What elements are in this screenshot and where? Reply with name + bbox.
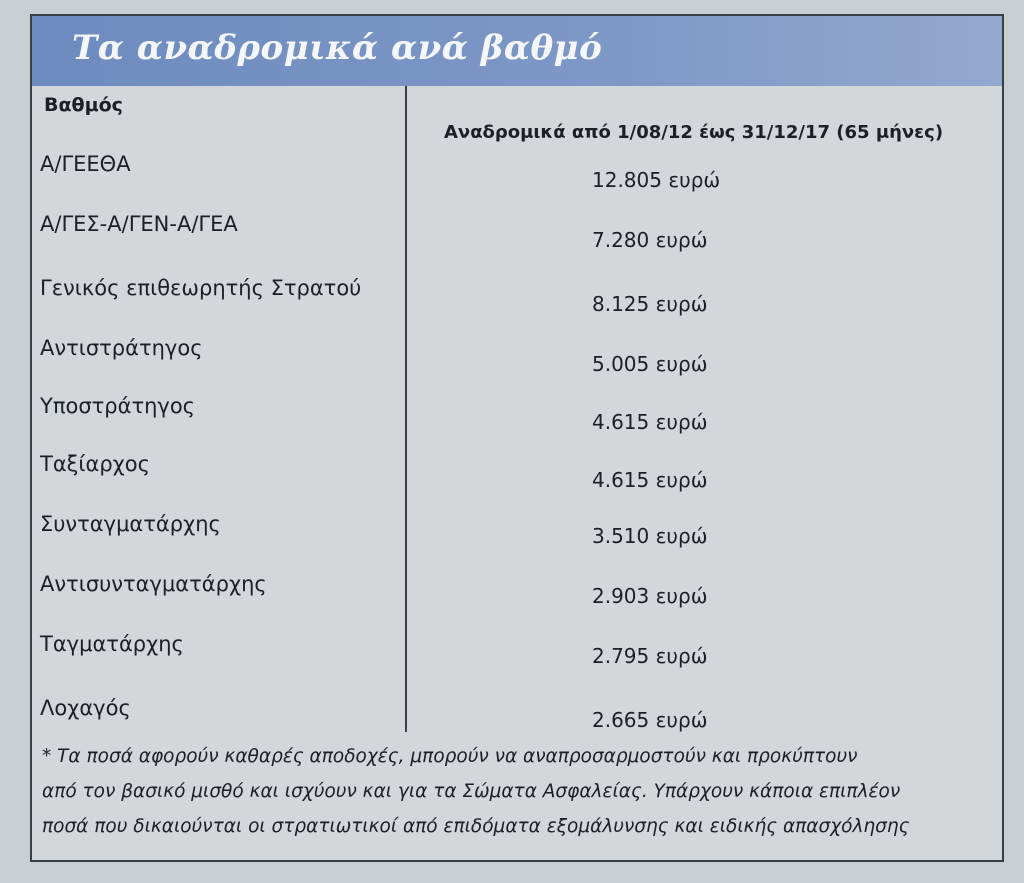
rank-cell: Ταξίαρχος <box>40 452 150 476</box>
footnote-line: ποσά που δικαιούνται οι στρατιωτικοί από… <box>42 816 910 837</box>
amount-cell: 12.805 ευρώ <box>592 168 721 192</box>
amount-cell: 2.795 ευρώ <box>592 644 708 668</box>
table-box: Τα αναδρομικά ανά βαθμό Βαθμός Αναδρομικ… <box>30 14 1004 862</box>
rank-cell: Συνταγματάρχης <box>40 512 221 536</box>
amount-cell: 4.615 ευρώ <box>592 410 708 434</box>
amount-cell: 8.125 ευρώ <box>592 292 708 316</box>
column-header: Αναδρομικά από 1/08/12 έως 31/12/17 (65 … <box>444 122 944 143</box>
rank-cell: Α/ΓΕΣ-Α/ΓΕΝ-Α/ΓΕΑ <box>40 212 238 236</box>
title-bar: Τα αναδρομικά ανά βαθμό <box>32 16 1002 86</box>
column-divider <box>405 86 407 732</box>
rank-cell: Αντισυνταγματάρχης <box>40 572 267 596</box>
amount-cell: 4.615 ευρώ <box>592 468 708 492</box>
amount-cell: 7.280 ευρώ <box>592 228 708 252</box>
rank-cell: Ταγματάρχης <box>40 632 184 656</box>
column-header: Βαθμός <box>44 94 123 116</box>
amount-cell: 2.665 ευρώ <box>592 708 708 732</box>
rank-cell: Γενικός επιθεωρητής Στρατού <box>40 276 362 300</box>
rank-cell: Υποστράτηγος <box>40 394 195 418</box>
footnote-line: * Τα ποσά αφορούν καθαρές αποδοχές, μπορ… <box>42 746 858 767</box>
rank-cell: Α/ΓΕΕΘΑ <box>40 152 131 176</box>
footnote-line: από τον βασικό μισθό και ισχύουν και για… <box>42 781 901 802</box>
amount-cell: 2.903 ευρώ <box>592 584 708 608</box>
title: Τα αναδρομικά ανά βαθμό <box>72 28 603 68</box>
rank-cell: Αντιστράτηγος <box>40 336 203 360</box>
amount-cell: 5.005 ευρώ <box>592 352 708 376</box>
rank-cell: Λοχαγός <box>40 696 131 720</box>
amount-cell: 3.510 ευρώ <box>592 524 708 548</box>
